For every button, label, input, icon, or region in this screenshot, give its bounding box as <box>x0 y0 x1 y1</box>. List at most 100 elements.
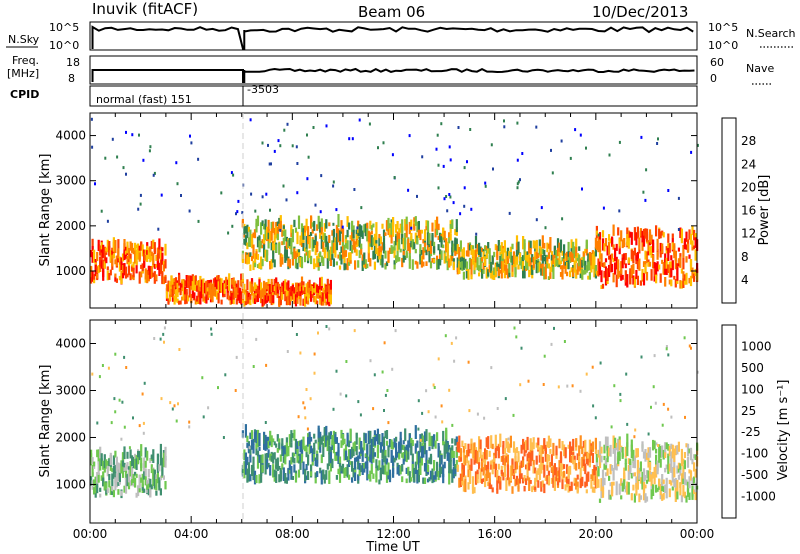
power-echo-cell <box>405 224 408 238</box>
velocity-echo-cell <box>354 441 357 452</box>
power-echo-cell <box>93 274 96 280</box>
velocity-echo-cell <box>335 437 338 444</box>
velocity-echo-cell <box>258 474 261 484</box>
power-echo-cell <box>249 281 252 293</box>
power-echo-cell <box>600 254 603 267</box>
power-echo-cell <box>279 253 282 267</box>
velocity-echo-cell <box>453 359 456 363</box>
power-echo-cell <box>300 281 304 293</box>
power-echo-cell <box>173 285 176 295</box>
velocity-echo-cell <box>694 492 697 501</box>
power-echo-cell <box>179 283 182 291</box>
power-echo-cell <box>560 139 563 143</box>
velocity-echo-cell <box>476 469 479 474</box>
power-echo-cell <box>564 255 567 261</box>
power-echo-cell <box>516 182 519 186</box>
velocity-echo-cell <box>252 444 255 454</box>
power-echo-cell <box>137 207 140 211</box>
velocity-echo-cell <box>683 491 686 499</box>
velocity-echo-cell <box>325 425 328 439</box>
velocity-echo-cell <box>688 448 691 454</box>
power-echo-cell <box>316 300 319 305</box>
velocity-echo-cell <box>538 464 541 472</box>
velocity-echo-cell <box>587 471 590 482</box>
power-echo-cell <box>322 232 325 241</box>
power-colorbar-frame <box>721 117 737 304</box>
velocity-echo-cell <box>358 463 361 470</box>
power-echo-cell <box>191 274 194 287</box>
velocity-echo-cell <box>590 445 593 450</box>
power-echo-cell <box>329 294 332 305</box>
power-echo-cell <box>291 251 294 259</box>
velocity-echo-cell <box>443 461 446 469</box>
power-echo-cell <box>157 227 160 231</box>
power-echo-cell <box>629 268 632 279</box>
power-echo-cell <box>258 279 261 290</box>
velocity-echo-cell <box>563 470 566 478</box>
power-echo-cell <box>500 261 503 267</box>
velocity-echo-cell <box>652 439 655 451</box>
power-echo-cell <box>378 234 381 239</box>
velocity-echo-cell <box>648 447 652 458</box>
power-echo-cell <box>509 249 512 263</box>
power-echo-cell <box>200 279 203 291</box>
velocity-echo-cell <box>679 463 682 472</box>
power-echo-cell <box>105 257 108 264</box>
velocity-echo-cell <box>445 444 448 454</box>
nsearch-label: N.Search <box>746 27 796 40</box>
velocity-echo-cell <box>123 446 126 460</box>
power-echo-cell <box>446 257 449 271</box>
velocity-echo-cell <box>359 413 362 417</box>
velocity-echo-cell <box>390 441 393 450</box>
velocity-echo-cell <box>326 443 329 451</box>
velocity-echo-cell <box>295 333 298 336</box>
velocity-echo-cell <box>260 454 263 464</box>
power-echo-cell <box>375 222 378 232</box>
power-echo-cell <box>266 282 269 290</box>
power-echo-cell <box>256 293 260 300</box>
power-echo-cell <box>482 262 485 270</box>
power-echo-cell <box>529 240 532 250</box>
power-echo-cell <box>685 244 688 250</box>
nsky-tick-bottom: 10^0 <box>49 39 79 52</box>
power-echo-cell <box>120 270 123 285</box>
velocity-echo-cell <box>691 477 694 486</box>
power-echo-cell <box>597 243 600 253</box>
power-echo-cell <box>481 247 484 253</box>
power-echo-cell <box>608 264 611 277</box>
velocity-echo-cell <box>96 421 99 425</box>
power-echo-region <box>241 276 332 308</box>
velocity-echo-cell <box>653 478 656 485</box>
power-echo-cell <box>561 265 564 274</box>
power-echo-cell <box>556 238 560 250</box>
velocity-echo-cell <box>385 471 389 483</box>
velocity-echo-cell <box>91 464 94 477</box>
velocity-echo-cell <box>633 472 636 477</box>
velocity-echo-cell <box>378 460 381 467</box>
power-echo-cell <box>193 279 196 291</box>
velocity-echo-cell <box>297 415 300 419</box>
power-echo-cell <box>281 286 284 292</box>
power-echo-cell <box>115 255 118 267</box>
velocity-echo-cell <box>598 441 602 456</box>
velocity-echo-cell <box>487 436 490 449</box>
power-echo-cell <box>197 157 200 161</box>
velocity-echo-cell <box>601 469 605 483</box>
velocity-echo-cell <box>668 445 671 457</box>
velocity-echo-cell <box>293 457 296 464</box>
velocity-echo-cell <box>470 458 473 471</box>
power-echo-cell <box>243 238 246 245</box>
velocity-echo-cell <box>436 461 439 474</box>
velocity-echo-cell <box>626 484 629 494</box>
power-echo-cell <box>338 265 342 270</box>
velocity-colorbar-tick: -1000 <box>741 490 776 504</box>
power-echo-cell <box>392 222 395 227</box>
power-echo-cell <box>446 241 449 250</box>
power-echo-cell <box>135 244 138 249</box>
power-echo-cell <box>282 286 285 291</box>
velocity-echo-cell <box>348 474 351 480</box>
velocity-echo-cell <box>417 453 420 466</box>
power-echo-cell <box>253 263 257 268</box>
velocity-echo-cell <box>106 488 109 493</box>
